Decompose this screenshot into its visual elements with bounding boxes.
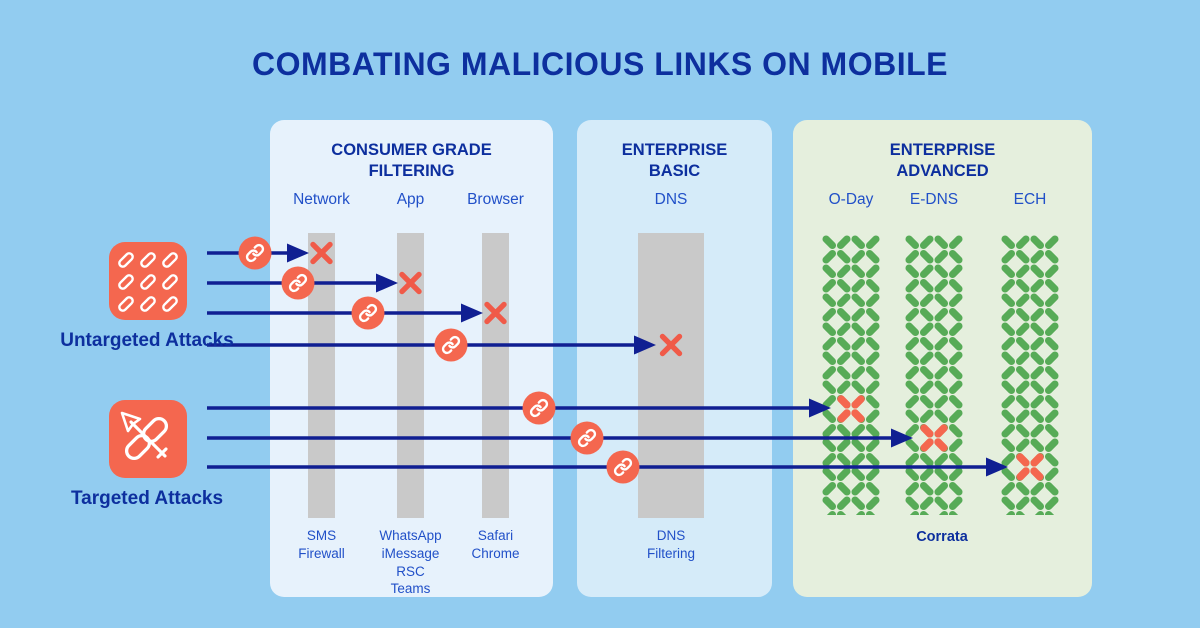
column-footer-network: SMS Firewall — [298, 528, 345, 561]
panel-title-consumer: CONSUMER GRADE FILTERING — [331, 141, 492, 180]
page-title: COMBATING MALICIOUS LINKS ON MOBILE — [252, 46, 948, 82]
column-header-edns: E-DNS — [909, 191, 959, 208]
panel-title-advanced: ENTERPRISE ADVANCED — [889, 141, 996, 180]
chain-links-grid-icon — [118, 252, 178, 312]
column-footer-dns: DNS Filtering — [646, 528, 696, 561]
source-label-untargeted: Untargeted Attacks — [60, 330, 234, 351]
panel-title-basic: ENTERPRISE BASIC — [621, 141, 728, 180]
column-header-network: Network — [293, 191, 350, 208]
chain-link-icon — [245, 243, 265, 263]
column-header-dns: DNS — [654, 191, 688, 208]
column-header-oday: O-Day — [828, 191, 874, 208]
column-header-ech: ECH — [1013, 191, 1047, 208]
targeted-attacks-icon — [109, 400, 187, 478]
column-header-browser: Browser — [467, 191, 524, 208]
source-label-targeted: Targeted Attacks — [70, 488, 224, 509]
untargeted-attacks-icon — [109, 242, 187, 320]
column-footer-app: WhatsApp iMessage RSC Teams — [379, 528, 442, 597]
spear-through-chain-icon — [120, 411, 169, 461]
column-footer-browser: Safari Chrome — [471, 528, 520, 561]
column-header-app: App — [396, 191, 425, 208]
corrata-label: Corrata — [916, 529, 968, 545]
link-badge-1 — [238, 236, 272, 270]
